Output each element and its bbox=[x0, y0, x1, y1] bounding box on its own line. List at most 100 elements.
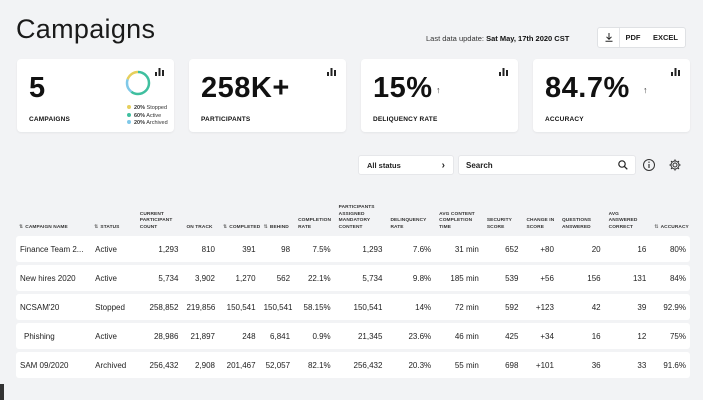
table-cell: 539 bbox=[505, 273, 519, 283]
table-cell: 39 bbox=[637, 302, 647, 312]
table-cell: 150,541 bbox=[263, 302, 293, 312]
table-cell: +80 bbox=[540, 244, 554, 254]
table-cell: New hires 2020 bbox=[20, 273, 76, 283]
table-cell: 256,432 bbox=[353, 360, 383, 370]
delinquency-card: 15% ↑ DELIQUENCY RATE bbox=[361, 59, 518, 132]
table-cell: +123 bbox=[535, 302, 554, 312]
table-cell: 3,902 bbox=[194, 273, 215, 283]
table-cell: 20.3% bbox=[408, 360, 432, 370]
column-header-label: AVG ANSWERED CORRECT bbox=[608, 211, 638, 230]
table-row[interactable]: Finance Team 2... Active 1,293 810 391 98 7.5%… bbox=[16, 236, 690, 262]
column-header[interactable]: ON TRACK bbox=[182, 198, 219, 233]
table-row[interactable]: Phishing Active 28,986 21,897 248 6,841 0.9% 21… bbox=[16, 323, 690, 349]
table-cell: Active bbox=[95, 244, 117, 254]
column-header[interactable]: CHANGE IN SCORE bbox=[522, 198, 558, 233]
legend-active: 60% Active bbox=[127, 112, 168, 121]
bar-chart-icon[interactable] bbox=[499, 68, 508, 76]
table-row[interactable]: NCSAM'20 Stopped 258,852 219,856 150,541 150,… bbox=[16, 294, 690, 320]
table-cell: Active bbox=[95, 331, 117, 341]
table-cell: 42 bbox=[591, 302, 601, 312]
bar-chart-icon[interactable] bbox=[327, 68, 336, 76]
table-cell: 0.9% bbox=[312, 331, 331, 341]
table-cell: +34 bbox=[540, 331, 554, 341]
sort-icon: ⇅ bbox=[19, 223, 24, 230]
table-cell: 20 bbox=[591, 244, 601, 254]
table-cell: 391 bbox=[242, 244, 256, 254]
table-cell: 150,541 bbox=[226, 302, 256, 312]
column-header[interactable]: PARTICIPANTS ASSIGNED MANDATORY CONTENT bbox=[335, 198, 387, 233]
table-cell: 201,467 bbox=[226, 360, 256, 370]
search-input[interactable] bbox=[466, 160, 618, 170]
column-header[interactable]: SECURITY SCORE bbox=[483, 198, 523, 233]
accuracy-rate: 84.7% bbox=[545, 72, 630, 104]
column-header-label: COMPLETION RATE bbox=[298, 218, 332, 230]
table-cell: 156 bbox=[587, 273, 601, 283]
table-cell: 72 min bbox=[454, 302, 479, 312]
accuracy-card: 84.7% ↑ ACCURACY bbox=[533, 59, 690, 132]
status-filter-select[interactable]: All status › bbox=[358, 155, 454, 175]
campaigns-card: 5 CAMPAIGNS 20% Stopped 60% Active 20% A… bbox=[17, 59, 174, 132]
column-header[interactable]: QUESTIONS ANSWERED bbox=[558, 198, 605, 233]
table-cell: 92.9% bbox=[663, 302, 686, 312]
table-cell: Finance Team 2... bbox=[20, 244, 84, 254]
column-header[interactable]: ⇅ CAMPAIGN NAME bbox=[16, 198, 91, 233]
table-cell: 52,057 bbox=[265, 360, 291, 370]
table-cell: 21,345 bbox=[357, 331, 383, 341]
accuracy-label: ACCURACY bbox=[545, 116, 584, 123]
column-header[interactable]: ⇅ BEHIND bbox=[260, 198, 295, 233]
column-header-label: ON TRACK bbox=[186, 224, 213, 230]
table-cell: Phishing bbox=[24, 331, 55, 341]
table-cell: 652 bbox=[505, 244, 519, 254]
table-cell: 55 min bbox=[454, 360, 479, 370]
table-cell: 31 min bbox=[454, 244, 479, 254]
column-header-label: COMPLETED bbox=[229, 224, 261, 230]
campaign-status-legend: 20% Stopped 60% Active 20% Archived bbox=[127, 105, 168, 128]
trend-up-icon: ↑ bbox=[436, 85, 441, 95]
gear-icon[interactable] bbox=[668, 158, 682, 172]
table-cell: SAM 09/2020 bbox=[20, 360, 69, 370]
table-cell: 28,986 bbox=[153, 331, 179, 341]
table-cell: 46 min bbox=[454, 331, 479, 341]
last-update: Last data update: Sat May, 17th 2020 CST bbox=[426, 34, 570, 43]
table-cell: 1,293 bbox=[158, 244, 179, 254]
table-cell: 82.1% bbox=[307, 360, 331, 370]
table-cell: 84% bbox=[669, 273, 686, 283]
bar-chart-icon[interactable] bbox=[671, 68, 680, 76]
table-cell: 80% bbox=[669, 244, 686, 254]
column-header[interactable]: COMPLETION RATE bbox=[294, 198, 335, 233]
search-box bbox=[458, 155, 636, 175]
table-cell: 425 bbox=[505, 331, 519, 341]
info-icon[interactable] bbox=[642, 158, 656, 172]
pdf-button[interactable]: PDF bbox=[625, 33, 641, 42]
legend-stopped: 20% Stopped bbox=[127, 105, 168, 113]
column-header-label: BEHIND bbox=[269, 224, 289, 230]
column-header[interactable]: ⇅ ACCURACY bbox=[650, 198, 690, 233]
download-button[interactable] bbox=[598, 28, 620, 47]
table-row[interactable]: SAM 09/2020 Archived 256,432 2,908 201,467 52… bbox=[16, 352, 690, 378]
column-header[interactable]: ⇅ COMPLETED bbox=[219, 198, 260, 233]
table-cell: 36 bbox=[591, 360, 601, 370]
table-cell: Stopped bbox=[95, 302, 125, 312]
table-row[interactable]: New hires 2020 Active 5,734 3,902 1,270 562 22… bbox=[16, 265, 690, 291]
excel-button[interactable]: EXCEL bbox=[652, 33, 678, 42]
column-header[interactable]: AVG CONTENT COMPLETION TIME bbox=[435, 198, 483, 233]
table-cell: 91.6% bbox=[663, 360, 686, 370]
column-header[interactable]: ⇅ STATUS bbox=[91, 198, 136, 233]
bar-chart-icon[interactable] bbox=[155, 68, 164, 76]
table-cell: 131 bbox=[632, 273, 647, 283]
status-filter-label: All status bbox=[367, 160, 401, 170]
scrollbar-handle[interactable] bbox=[0, 384, 4, 400]
column-header[interactable]: CURRENT PARTICIPANT COUNT bbox=[136, 198, 183, 233]
table-cell: 1,270 bbox=[235, 273, 256, 283]
table-cell: 562 bbox=[276, 273, 291, 283]
column-header-label: AVG CONTENT COMPLETION TIME bbox=[439, 211, 475, 230]
table-cell: 7.6% bbox=[412, 244, 432, 254]
column-header[interactable]: DELINQUENCY RATE bbox=[386, 198, 435, 233]
table-cell: 9.8% bbox=[412, 273, 432, 283]
table-cell: 75% bbox=[669, 331, 686, 341]
table-cell: 219,856 bbox=[186, 302, 216, 312]
column-header[interactable]: AVG ANSWERED CORRECT bbox=[605, 198, 651, 233]
search-icon[interactable] bbox=[618, 160, 628, 170]
table-cell: 33 bbox=[637, 360, 647, 370]
delinquency-label: DELIQUENCY RATE bbox=[373, 116, 438, 123]
